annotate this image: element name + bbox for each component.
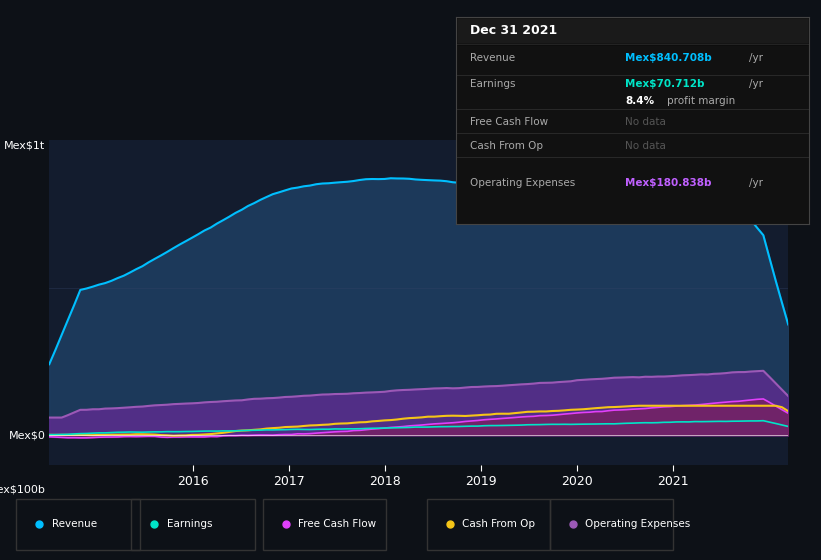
Text: Mex$840.708b: Mex$840.708b bbox=[625, 53, 712, 63]
Text: Free Cash Flow: Free Cash Flow bbox=[470, 118, 548, 128]
Text: Free Cash Flow: Free Cash Flow bbox=[298, 519, 376, 529]
Text: /yr: /yr bbox=[749, 178, 763, 188]
Text: -Mex$100b: -Mex$100b bbox=[0, 484, 46, 494]
Text: Earnings: Earnings bbox=[167, 519, 212, 529]
Text: Earnings: Earnings bbox=[470, 79, 516, 89]
Text: Mex$180.838b: Mex$180.838b bbox=[625, 178, 712, 188]
Text: Operating Expenses: Operating Expenses bbox=[470, 178, 575, 188]
Text: No data: No data bbox=[625, 141, 666, 151]
Text: Mex$1t: Mex$1t bbox=[4, 140, 46, 150]
Text: /yr: /yr bbox=[749, 79, 763, 89]
Text: Revenue: Revenue bbox=[470, 53, 515, 63]
Text: Mex$0: Mex$0 bbox=[9, 430, 46, 440]
Text: No data: No data bbox=[625, 118, 666, 128]
Text: /yr: /yr bbox=[749, 53, 763, 63]
Text: 8.4%: 8.4% bbox=[625, 96, 654, 106]
Text: Operating Expenses: Operating Expenses bbox=[585, 519, 690, 529]
Text: Dec 31 2021: Dec 31 2021 bbox=[470, 24, 557, 37]
Text: profit margin: profit margin bbox=[667, 96, 736, 106]
Text: Mex$70.712b: Mex$70.712b bbox=[625, 79, 704, 89]
Text: Revenue: Revenue bbox=[52, 519, 97, 529]
Text: Cash From Op: Cash From Op bbox=[462, 519, 535, 529]
FancyBboxPatch shape bbox=[456, 17, 809, 44]
Text: Cash From Op: Cash From Op bbox=[470, 141, 543, 151]
